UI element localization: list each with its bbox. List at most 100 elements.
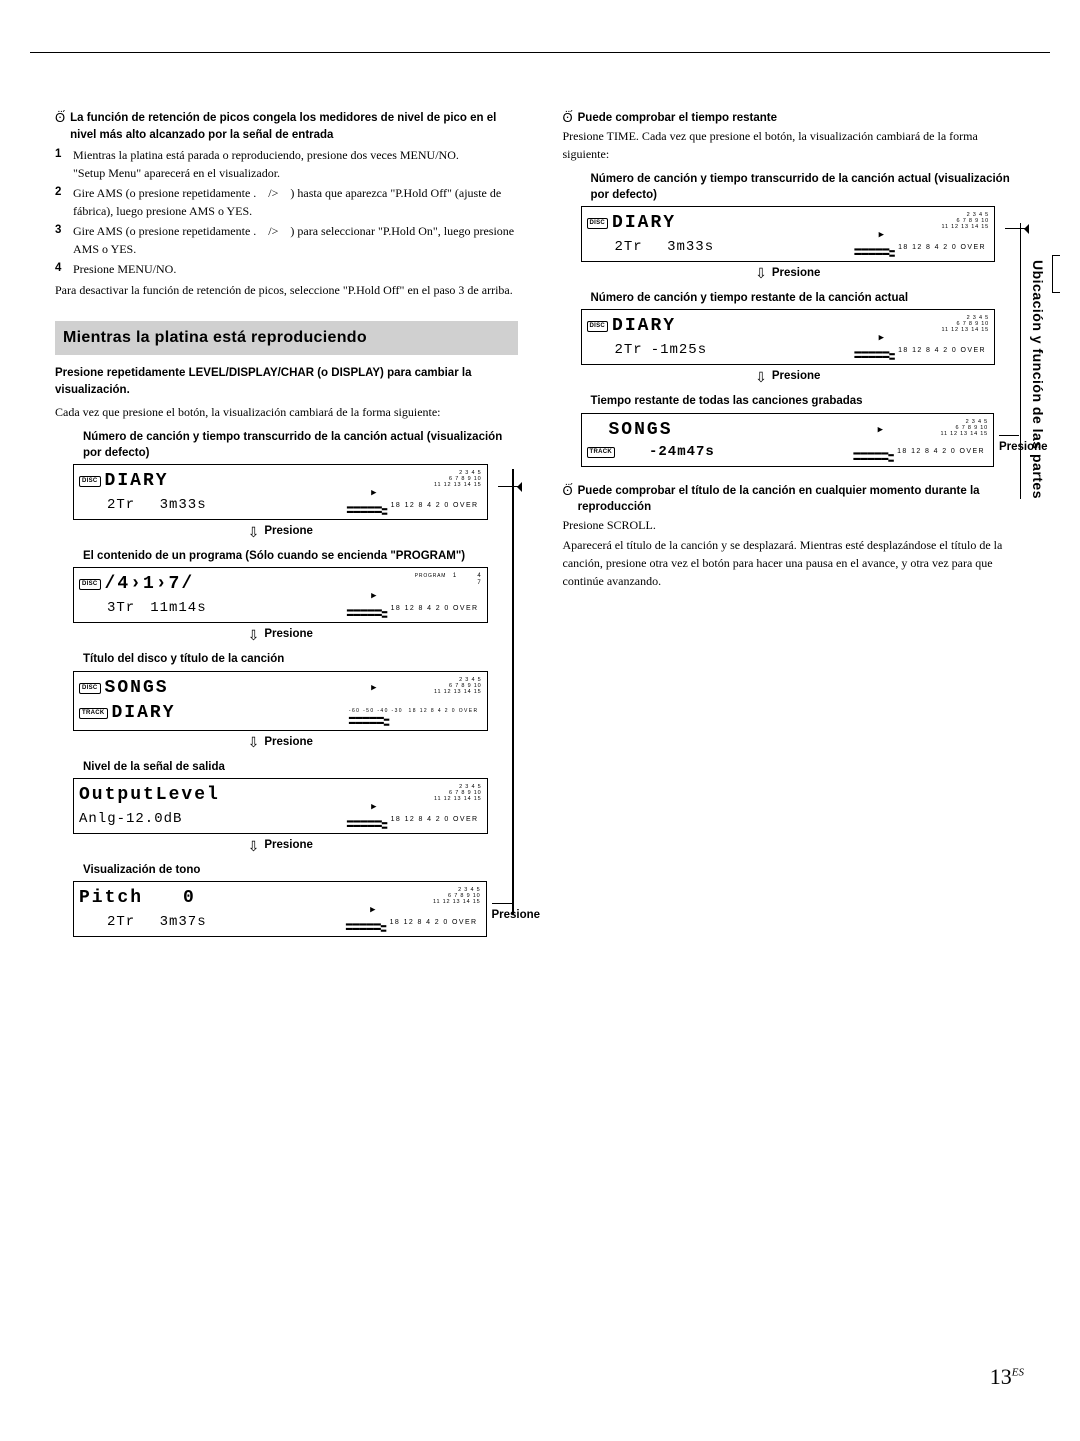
rlcd1-line1: DIARY (612, 210, 676, 237)
disc-badge: DISC (79, 579, 101, 590)
lcd4-line1: OutputLevel (79, 782, 220, 809)
level-meter-icon: ▬▬▬▬▬▂ 18 12 8 4 2 0 OVER ▬▬▬▬▬▂ (347, 607, 479, 618)
disc-badge: DISC (79, 476, 101, 487)
track-grid-icon: 2 3 4 5 6 7 8 9 10 11 12 13 14 15 (434, 470, 482, 488)
press-time-body: Presione TIME. Cada vez que presione el … (563, 127, 1026, 163)
level-meter-icon: ▬▬▬▬▬▂ 18 12 8 4 2 0 OVER ▬▬▬▬▬▂ (346, 921, 478, 932)
rpresione-2: ⇩ Presione (581, 368, 1026, 385)
step-3: Gire AMS (o presione repetidamente . /> … (55, 222, 518, 258)
level-meter-icon: ▬▬▬▬▬▂ 18 12 8 4 2 0 OVER ▬▬▬▬▬▂ (854, 349, 986, 360)
lcd-wrap-5: Pitch 0 2Tr 3m37s 2 3 4 5 6 7 8 9 10 11 … (73, 881, 518, 937)
rlcd-wrap-2: DISC DIARY 2Tr -1m25s 2 3 4 5 6 7 8 9 10… (581, 309, 1026, 365)
lcd-display-5: Pitch 0 2Tr 3m37s 2 3 4 5 6 7 8 9 10 11 … (73, 881, 487, 937)
play-icon: ▶ (371, 801, 376, 815)
lcd-wrap-1: DISC DIARY 2Tr 3m33s 2 3 4 5 6 7 8 9 10 … (73, 464, 518, 520)
level-meter-icon: ▬▬▬▬▬▂ 18 12 8 4 2 0 OVER ▬▬▬▬▬▂ (853, 450, 985, 461)
track-grid-icon: 2 3 4 5 6 7 8 9 10 11 12 13 14 15 (434, 677, 482, 695)
sub-track-elapsed: Número de canción y tiempo transcurrido … (83, 429, 518, 461)
left-column: ʘ̈́ La función de retención de picos con… (55, 110, 518, 937)
rlcd-wrap-1: DISC DIARY 2Tr 3m33s 2 3 4 5 6 7 8 9 10 … (581, 206, 1026, 262)
lcd-wrap-3: DISC SONGS TRACK DIARY 2 3 4 5 6 7 8 9 1… (73, 671, 518, 731)
step-2: Gire AMS (o presione repetidamente . /> … (55, 184, 518, 220)
presione-final: Presione (492, 907, 541, 924)
sub-program-contents: El contenido de un programa (Sólo cuando… (83, 548, 518, 564)
lcd-wrap-4: OutputLevel Anlg-12.0dB 2 3 4 5 6 7 8 9 … (73, 778, 518, 834)
play-icon: ▶ (371, 682, 376, 696)
tip-peak-hold-text: La función de retención de picos congela… (70, 110, 517, 143)
two-column-layout: ʘ̈́ La función de retención de picos con… (55, 110, 1025, 937)
level-meter-icon: ▬▬▬▬▬▂ 18 12 8 4 2 0 OVER ▬▬▬▬▬▂ (854, 246, 986, 257)
scroll-explanation: Aparecerá el título de la canción y se d… (563, 536, 1026, 590)
rsub-track-remaining: Número de canción y tiempo restante de l… (591, 290, 1026, 306)
lcd2-line1: /4›1›7/ (105, 571, 195, 598)
tip-remaining-time: ʘ̈́ Puede comprobar el tiempo restante (563, 110, 1026, 127)
section-while-playing: Mientras la platina está reproduciendo (55, 321, 518, 355)
tip-bulb-icon: ʘ̈́ (563, 110, 573, 126)
arrow-down-icon: ⇩ (755, 370, 767, 384)
lcd-display-1: DISC DIARY 2Tr 3m33s 2 3 4 5 6 7 8 9 10 … (73, 464, 488, 520)
peak-hold-steps: Mientras la platina está parada o reprod… (55, 146, 518, 278)
right-flow-container: Número de canción y tiempo transcurrido … (563, 171, 1026, 467)
loop-arrow-in (1005, 228, 1025, 229)
arrow-down-icon: ⇩ (248, 735, 260, 749)
play-icon: ▶ (879, 332, 884, 346)
loop-return-line (999, 435, 1019, 436)
disc-badge: DISC (587, 218, 609, 229)
rlcd3-line1: SONGS (587, 417, 673, 444)
rsub-track-elapsed: Número de canción y tiempo transcurrido … (591, 171, 1026, 203)
tip-check-title-text: Puede comprobar el título de la canción … (578, 483, 1025, 516)
play-icon: ▶ (371, 590, 376, 604)
lcd5-line1: Pitch 0 (79, 885, 196, 912)
rlcd3-line2: -24m47s (619, 442, 715, 463)
lcd-display-3: DISC SONGS TRACK DIARY 2 3 4 5 6 7 8 9 1… (73, 671, 488, 731)
sub-pitch: Visualización de tono (83, 862, 518, 878)
tip-bulb-icon: ʘ̈́ (563, 483, 573, 499)
tip-remaining-time-text: Puede comprobar el tiempo restante (578, 110, 1025, 127)
play-icon: ▶ (370, 904, 375, 918)
track-badge: TRACK (587, 447, 616, 458)
arrow-down-icon: ⇩ (248, 525, 260, 539)
rlcd-display-3: SONGS TRACK -24m47s 2 3 4 5 6 7 8 9 10 1… (581, 413, 995, 467)
loop-return-line (492, 903, 512, 904)
page-top-rule (30, 52, 1050, 53)
left-flow-container: Número de canción y tiempo transcurrido … (55, 429, 518, 938)
right-column: ʘ̈́ Puede comprobar el tiempo restante P… (563, 110, 1026, 937)
track-badge: TRACK (79, 708, 108, 719)
lcd-wrap-2: DISC /4›1›7/ 3Tr 11m14s PROGRAM 1 4 7 ▶ … (73, 567, 518, 623)
press-scroll: Presione SCROLL. (563, 516, 1026, 534)
arrow-down-icon: ⇩ (248, 839, 260, 853)
play-icon: ▶ (878, 424, 883, 438)
presione-2: ⇩ Presione (73, 626, 518, 643)
track-grid-icon: 2 3 4 5 6 7 8 9 10 11 12 13 14 15 (433, 887, 481, 905)
lcd-display-4: OutputLevel Anlg-12.0dB 2 3 4 5 6 7 8 9 … (73, 778, 488, 834)
track-grid-icon: 2 3 4 5 6 7 8 9 10 11 12 13 14 15 (942, 212, 990, 230)
track-grid-icon: 2 3 4 5 6 7 8 9 10 11 12 13 14 15 (942, 315, 990, 333)
disc-badge: DISC (79, 683, 101, 694)
rlcd-display-2: DISC DIARY 2Tr -1m25s 2 3 4 5 6 7 8 9 10… (581, 309, 996, 365)
disc-badge: DISC (587, 321, 609, 332)
page-number: 13ES (990, 1360, 1024, 1393)
lcd1-line1: DIARY (105, 468, 169, 495)
level-meter-icon: ▬▬▬▬▬▂ 18 12 8 4 2 0 OVER ▬▬▬▬▬▂ (347, 504, 479, 515)
play-icon: ▶ (879, 229, 884, 243)
after-steps-note: Para desactivar la función de retención … (55, 281, 518, 299)
lcd-display-2: DISC /4›1›7/ 3Tr 11m14s PROGRAM 1 4 7 ▶ … (73, 567, 488, 623)
track-grid-icon: 2 3 4 5 6 7 8 9 10 11 12 13 14 15 (941, 419, 989, 437)
lcd3-line2: DIARY (112, 700, 176, 727)
sub-output-level: Nivel de la señal de salida (83, 759, 518, 775)
lcd3-line1: SONGS (105, 675, 169, 702)
sub-disc-track-title: Título del disco y título de la canción (83, 651, 518, 667)
tip-check-title: ʘ̈́ Puede comprobar el título de la canc… (563, 483, 1026, 516)
step-4: Presione MENU/NO. (55, 260, 518, 278)
rpresione-1: ⇩ Presione (581, 265, 1026, 282)
track-grid-icon: 2 3 4 5 6 7 8 9 10 11 12 13 14 15 (434, 784, 482, 802)
presione-4: ⇩ Presione (73, 837, 518, 854)
program-indicator: PROGRAM 1 4 7 (415, 573, 482, 586)
press-repeatedly-instruction: Presione repetidamente LEVEL/DISPLAY/CHA… (55, 365, 518, 398)
display-cycle-intro: Cada vez que presione el botón, la visua… (55, 403, 518, 421)
tip-bulb-icon: ʘ̈́ (55, 110, 65, 126)
rsub-all-remaining: Tiempo restante de todas las canciones g… (591, 393, 1026, 409)
side-notch (1052, 255, 1060, 293)
tip-peak-hold: ʘ̈́ La función de retención de picos con… (55, 110, 518, 143)
level-meter-icon: -60 -50 -40 -30 18 12 8 4 2 0 OVER ▬▬▬▬▬… (349, 708, 479, 725)
